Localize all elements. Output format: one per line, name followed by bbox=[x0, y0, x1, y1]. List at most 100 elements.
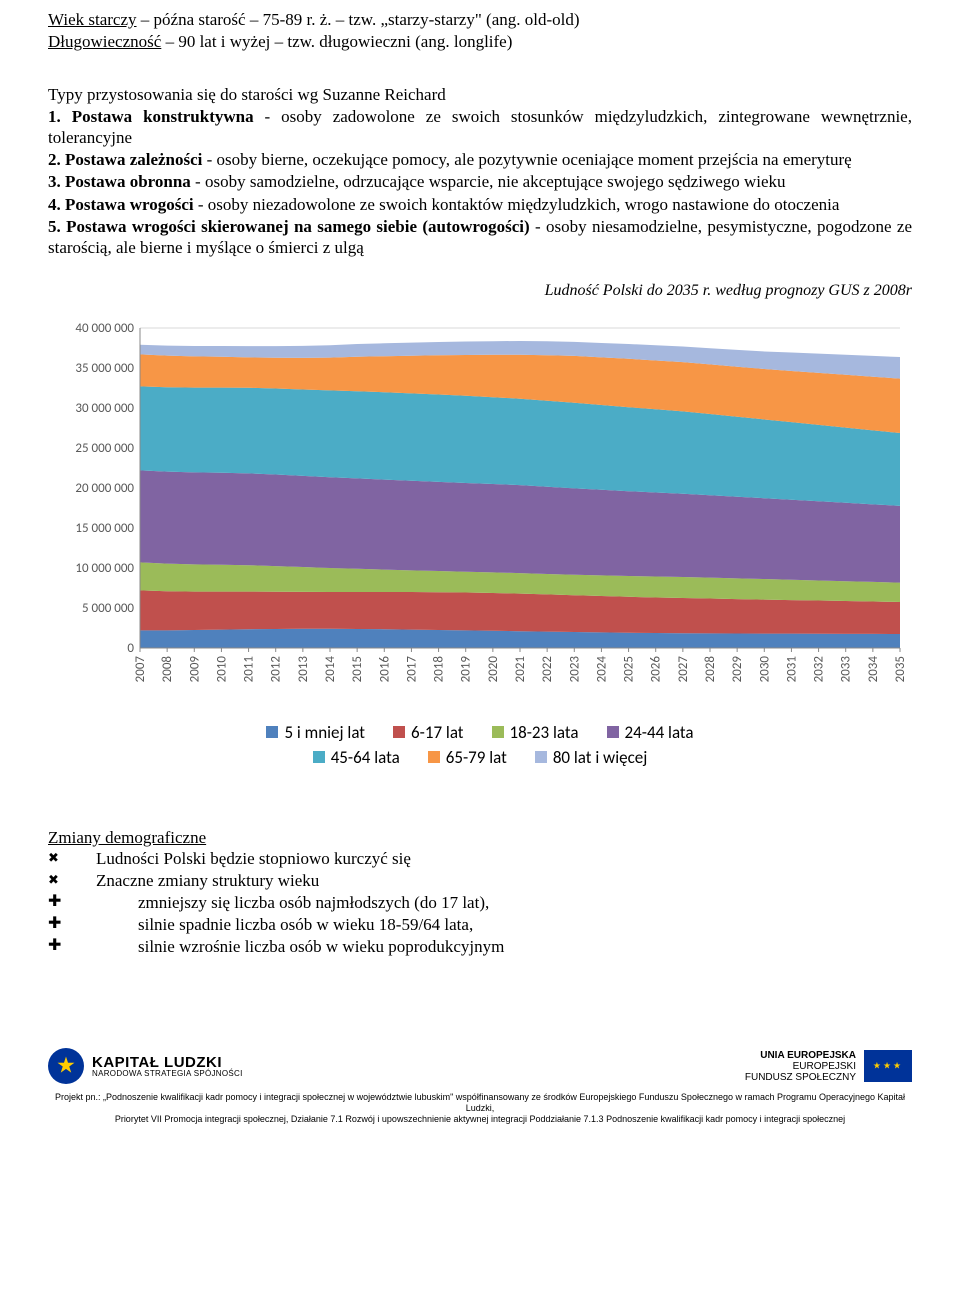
star-icon bbox=[48, 1048, 84, 1084]
footer-line2: Priorytet VII Promocja integracji społec… bbox=[48, 1114, 912, 1125]
chart-caption: Ludność Polski do 2035 r. według prognoz… bbox=[48, 282, 912, 300]
kl-title: KAPITAŁ LUDZKI bbox=[92, 1055, 243, 1070]
svg-text:2030: 2030 bbox=[757, 655, 772, 682]
footer: KAPITAŁ LUDZKI NARODOWA STRATEGIA SPÓJNO… bbox=[48, 1048, 912, 1124]
legend-label: 6-17 lat bbox=[411, 722, 463, 743]
kl-subtitle: NARODOWA STRATEGIA SPÓJNOŚCI bbox=[92, 1070, 243, 1078]
demog-section: Zmiany demograficzne Ludności Polski będ… bbox=[48, 828, 912, 958]
demog-item-5: silnie wzrośnie liczba osób w wieku popr… bbox=[48, 936, 912, 958]
legend-swatch bbox=[428, 751, 440, 763]
svg-text:2021: 2021 bbox=[513, 656, 528, 682]
line-dlugowiecznosc: Długowieczność – 90 lat i wyżej – tzw. d… bbox=[48, 32, 912, 52]
demog-heading: Zmiany demograficzne bbox=[48, 828, 912, 848]
svg-text:0: 0 bbox=[127, 641, 134, 656]
legend-label: 18-23 lata bbox=[510, 722, 579, 743]
svg-text:2014: 2014 bbox=[323, 655, 338, 682]
postawa-1: 1. Postawa konstruktywna - osoby zadowol… bbox=[48, 107, 912, 148]
svg-text:2028: 2028 bbox=[703, 655, 718, 682]
legend-item: 80 lat i więcej bbox=[535, 747, 647, 768]
legend-swatch bbox=[266, 726, 278, 738]
svg-text:2015: 2015 bbox=[350, 656, 365, 682]
eu-line3: FUNDUSZ SPOŁECZNY bbox=[745, 1072, 856, 1083]
svg-text:2020: 2020 bbox=[486, 655, 501, 682]
svg-text:2011: 2011 bbox=[242, 656, 257, 682]
postawa-1-bold: 1. Postawa konstruktywna bbox=[48, 107, 254, 126]
legend-swatch bbox=[492, 726, 504, 738]
legend-item: 24-44 lata bbox=[607, 722, 694, 743]
eu-logo: UNIA EUROPEJSKA EUROPEJSKI FUNDUSZ SPOŁE… bbox=[745, 1050, 912, 1083]
typy-heading: Typy przystosowania się do starości wg S… bbox=[48, 85, 912, 105]
legend-item: 45-64 lata bbox=[313, 747, 400, 768]
term-wiek-starczy-desc: – późna starość – 75-89 r. ż. – tzw. „st… bbox=[137, 10, 580, 29]
legend-item: 18-23 lata bbox=[492, 722, 579, 743]
line-wiek-starczy: Wiek starczy – późna starość – 75-89 r. … bbox=[48, 10, 912, 30]
postawa-4-bold: 4. Postawa wrogości bbox=[48, 195, 194, 214]
postawa-4: 4. Postawa wrogości - osoby niezadowolon… bbox=[48, 195, 912, 215]
svg-text:2031: 2031 bbox=[784, 656, 799, 682]
footer-line1: Projekt pn.: „Podnoszenie kwalifikacji k… bbox=[48, 1092, 912, 1114]
svg-text:5 000 000: 5 000 000 bbox=[82, 601, 134, 616]
term-dlugowiecznosc-desc: – 90 lat i wyżej – tzw. długowieczni (an… bbox=[161, 32, 512, 51]
svg-text:2029: 2029 bbox=[730, 655, 745, 682]
postawa-3-rest: - osoby samodzielne, odrzucające wsparci… bbox=[191, 172, 786, 191]
svg-text:2024: 2024 bbox=[594, 655, 609, 682]
svg-text:2023: 2023 bbox=[567, 655, 582, 682]
legend-label: 65-79 lat bbox=[446, 747, 507, 768]
demog-item-1: Ludności Polski będzie stopniowo kurczyć… bbox=[48, 848, 912, 870]
svg-text:2019: 2019 bbox=[459, 655, 474, 682]
postawa-5: 5. Postawa wrogości skierowanej na sameg… bbox=[48, 217, 912, 258]
svg-text:2012: 2012 bbox=[269, 655, 284, 682]
svg-text:2018: 2018 bbox=[432, 655, 447, 682]
postawa-3-bold: 3. Postawa obronna bbox=[48, 172, 191, 191]
svg-text:2026: 2026 bbox=[649, 655, 664, 682]
svg-text:2022: 2022 bbox=[540, 655, 555, 682]
svg-text:2025: 2025 bbox=[622, 656, 637, 682]
postawa-2: 2. Postawa zależności - osoby bierne, oc… bbox=[48, 150, 912, 170]
legend-swatch bbox=[393, 726, 405, 738]
legend-label: 45-64 lata bbox=[331, 747, 400, 768]
eu-line2: EUROPEJSKI bbox=[745, 1061, 856, 1072]
svg-text:2008: 2008 bbox=[160, 655, 175, 682]
svg-text:2017: 2017 bbox=[404, 655, 419, 682]
legend-label: 80 lat i więcej bbox=[553, 747, 647, 768]
svg-text:2009: 2009 bbox=[187, 655, 202, 682]
svg-text:30 000 000: 30 000 000 bbox=[75, 401, 134, 416]
postawa-4-rest: - osoby niezadowolone ze swoich kontaktó… bbox=[194, 195, 840, 214]
svg-text:2010: 2010 bbox=[214, 655, 229, 682]
legend-swatch bbox=[535, 751, 547, 763]
svg-text:2027: 2027 bbox=[676, 655, 691, 682]
term-wiek-starczy: Wiek starczy bbox=[48, 10, 137, 29]
demog-item-3: zmniejszy się liczba osób najmłodszych (… bbox=[48, 892, 912, 914]
postawa-5-bold: 5. Postawa wrogości skierowanej na sameg… bbox=[48, 217, 530, 236]
svg-text:2035: 2035 bbox=[893, 656, 908, 682]
svg-text:2032: 2032 bbox=[812, 655, 827, 682]
svg-text:15 000 000: 15 000 000 bbox=[75, 521, 134, 536]
legend: 5 i mniej lat 6-17 lat 18-23 lata 24-44 lat… bbox=[48, 722, 912, 768]
legend-item: 6-17 lat bbox=[393, 722, 463, 743]
svg-text:40 000 000: 40 000 000 bbox=[75, 321, 134, 336]
kapital-ludzki-logo: KAPITAŁ LUDZKI NARODOWA STRATEGIA SPÓJNO… bbox=[48, 1048, 243, 1084]
svg-text:2007: 2007 bbox=[133, 655, 148, 682]
svg-text:10 000 000: 10 000 000 bbox=[75, 561, 134, 576]
legend-item: 65-79 lat bbox=[428, 747, 507, 768]
term-dlugowiecznosc: Długowieczność bbox=[48, 32, 161, 51]
demog-item-2: Znaczne zmiany struktury wieku bbox=[48, 870, 912, 892]
svg-text:25 000 000: 25 000 000 bbox=[75, 441, 134, 456]
legend-label: 24-44 lata bbox=[625, 722, 694, 743]
svg-text:35 000 000: 35 000 000 bbox=[75, 361, 134, 376]
legend-label: 5 i mniej lat bbox=[284, 722, 365, 743]
postawa-2-rest: - osoby bierne, oczekujące pomocy, ale p… bbox=[202, 150, 851, 169]
svg-text:2013: 2013 bbox=[296, 655, 311, 682]
eu-line1: UNIA EUROPEJSKA bbox=[745, 1050, 856, 1061]
legend-swatch bbox=[607, 726, 619, 738]
legend-swatch bbox=[313, 751, 325, 763]
eu-flag-icon bbox=[864, 1050, 912, 1082]
svg-text:2016: 2016 bbox=[377, 655, 392, 682]
legend-item: 5 i mniej lat bbox=[266, 722, 365, 743]
postawa-3: 3. Postawa obronna - osoby samodzielne, … bbox=[48, 172, 912, 192]
svg-text:2033: 2033 bbox=[839, 655, 854, 682]
population-chart: 0 5 000 000 10 000 000 15 000 000 20 000 000… bbox=[48, 318, 912, 768]
svg-text:20 000 000: 20 000 000 bbox=[75, 481, 134, 496]
postawa-2-bold: 2. Postawa zależności bbox=[48, 150, 202, 169]
svg-text:2034: 2034 bbox=[866, 655, 881, 682]
